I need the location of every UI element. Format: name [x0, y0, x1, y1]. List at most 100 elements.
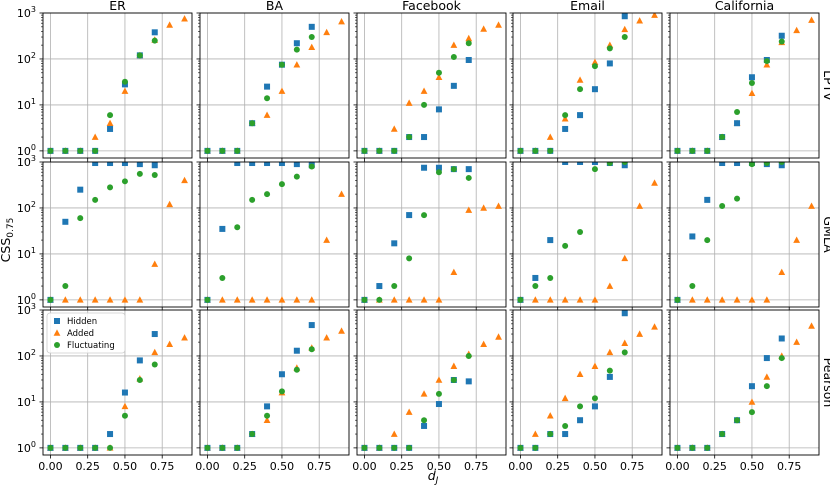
added-point: [435, 73, 443, 81]
panel-gmla-california: [666, 161, 820, 311]
added-point: [338, 190, 345, 197]
added-point: [546, 412, 554, 419]
fluctuating-point: [606, 367, 613, 374]
fluctuating-point: [264, 95, 271, 102]
added-point: [651, 179, 658, 186]
added-point: [435, 296, 443, 303]
added-point: [748, 89, 756, 96]
fluctuating-point: [151, 361, 158, 368]
hidden-point: [465, 166, 472, 173]
axes-frame: [199, 161, 350, 308]
fluctuating-point: [763, 162, 770, 167]
x-tick-label: 0.25: [389, 460, 414, 473]
legend-label-fluctuating: Fluctuating: [67, 341, 115, 351]
added-point: [263, 416, 271, 424]
hidden-point: [421, 134, 428, 141]
panel-pearson-ba: 0.00 0.25 0.50 0.75: [195, 309, 350, 473]
hidden-point: [621, 310, 628, 317]
x-tick-label: 0.50: [740, 460, 765, 473]
fluctuating-point: [591, 63, 598, 70]
fluctuating-point: [293, 366, 300, 373]
hidden-point: [591, 86, 598, 93]
fluctuating-point: [532, 283, 539, 290]
hidden-point: [136, 357, 143, 364]
fluctuating-point: [719, 203, 726, 210]
axes-frame: [42, 309, 193, 456]
added-point: [181, 15, 188, 22]
fluctuating-point: [62, 283, 69, 290]
column-title-email: Email: [570, 0, 605, 13]
hidden-point: [562, 431, 569, 438]
column-title-er: ER: [109, 0, 126, 13]
added-point: [763, 61, 771, 68]
axes-frame: [356, 161, 507, 308]
hidden-point: [77, 186, 84, 193]
added-point: [166, 21, 174, 28]
fluctuating-point: [689, 147, 696, 154]
added-point: [450, 268, 458, 276]
added-point: [166, 340, 174, 348]
hidden-point: [435, 164, 442, 171]
hidden-point: [719, 162, 726, 167]
added-point: [121, 296, 129, 303]
fluctuating-point: [249, 120, 256, 127]
fluctuating-point: [77, 147, 84, 154]
y-tick-label: 103: [17, 302, 36, 317]
hidden-point: [606, 60, 613, 67]
grid: [670, 12, 819, 158]
x-axis-label: dJ: [428, 468, 439, 485]
grid: [513, 12, 662, 158]
fluctuating-point: [704, 237, 711, 244]
axes-frame: [512, 309, 663, 456]
added-point: [390, 296, 398, 303]
column-title-california: California: [715, 0, 774, 13]
added-point: [450, 362, 458, 369]
added-point: [166, 200, 174, 208]
added-point: [748, 398, 756, 405]
fluctuating-point: [136, 170, 143, 177]
added-point: [218, 296, 226, 303]
x-tick-label: 0.00: [352, 460, 377, 473]
fluctuating-point: [406, 134, 413, 141]
hidden-point: [606, 373, 613, 380]
added-point: [606, 348, 614, 356]
hidden-point: [577, 112, 584, 119]
hidden-point: [562, 125, 569, 132]
added-point: [718, 296, 726, 303]
panel-gmla-facebook: [353, 161, 507, 311]
fluctuating-point: [606, 45, 613, 52]
fluctuating-point: [748, 162, 755, 168]
fluctuating-point: [421, 101, 428, 108]
fluctuating-point: [517, 444, 524, 451]
added-point: [808, 322, 815, 329]
x-tick-label: 0.75: [307, 460, 332, 473]
fluctuating-point: [293, 173, 300, 180]
fluctuating-point: [748, 79, 755, 86]
fluctuating-point: [734, 109, 741, 116]
axes-frame: [512, 12, 663, 159]
panel-lptv-er: 100 101 102 103: [17, 5, 193, 162]
fluctuating-point: [121, 78, 128, 85]
added-point: [293, 61, 301, 68]
axes-frame: [42, 161, 193, 308]
added-point: [546, 296, 554, 303]
fluctuating-point: [121, 178, 128, 185]
hidden-point: [704, 196, 711, 203]
added-point: [531, 430, 539, 437]
panel-pearson-email: 0.00 0.25 0.50 0.75: [508, 309, 663, 473]
hidden-point: [293, 40, 300, 47]
y-tick-label: 100: [17, 292, 36, 307]
fluctuating-point: [204, 296, 211, 303]
x-tick-label: 0.25: [545, 460, 570, 473]
hidden-point: [748, 383, 755, 390]
added-point: [450, 41, 458, 48]
row-label-pearson: Pearson: [821, 358, 830, 408]
fluctuating-point: [293, 46, 300, 53]
fluctuating-point: [264, 191, 271, 198]
added-point: [591, 362, 599, 369]
x-tick-label: 0.25: [75, 460, 100, 473]
added-point: [495, 21, 502, 28]
fluctuating-point: [136, 376, 143, 383]
hidden-point: [293, 162, 300, 168]
fluctuating-point: [562, 242, 569, 249]
